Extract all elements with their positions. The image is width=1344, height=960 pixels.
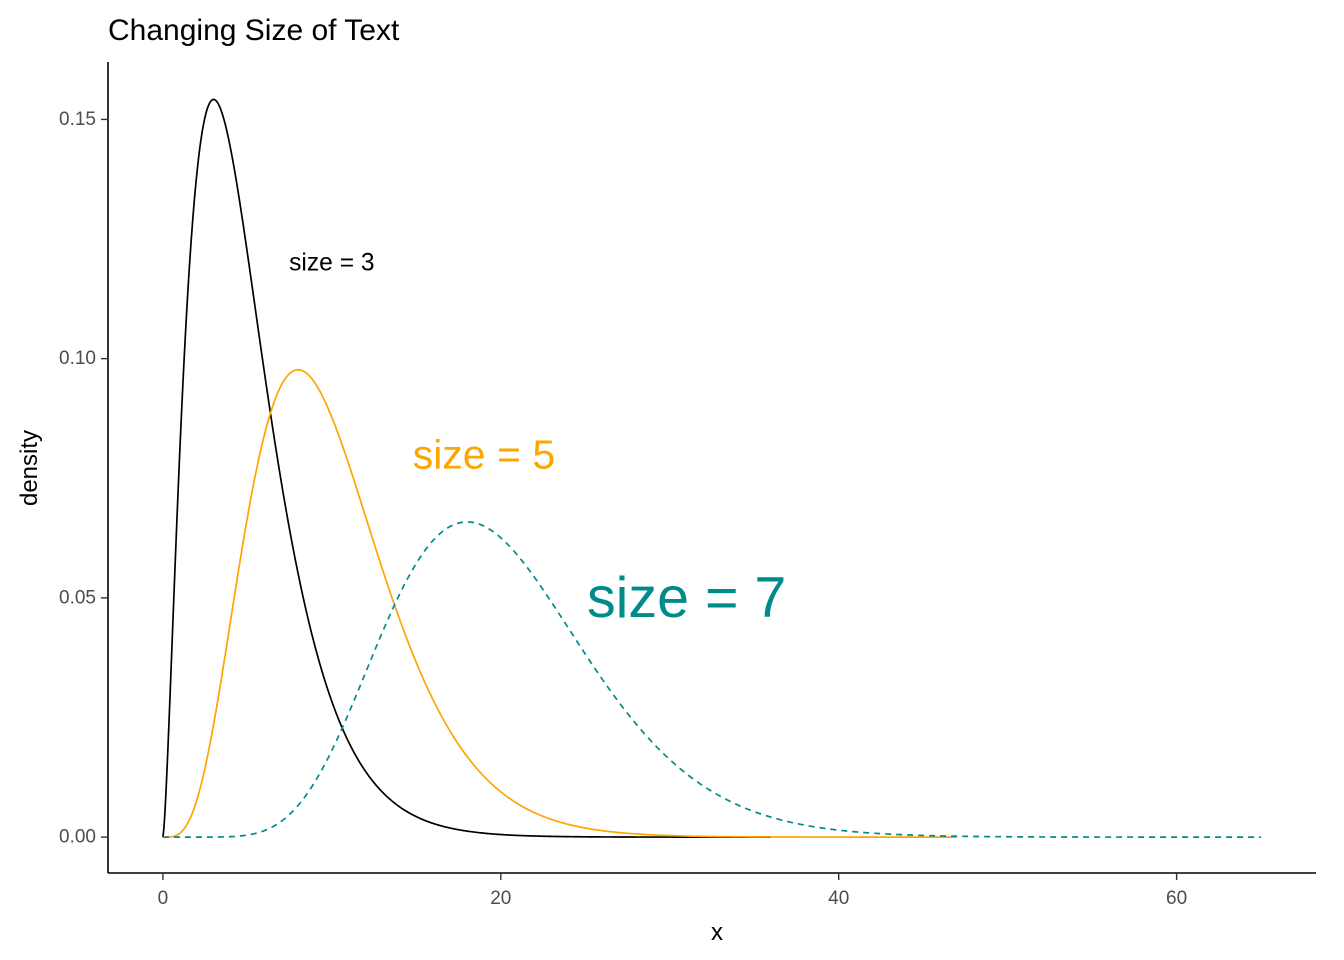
y-tick-label-4: 0.15 — [59, 109, 96, 130]
x-axis-title: x — [711, 919, 723, 946]
series-line-2 — [162, 368, 957, 838]
series-line-3 — [162, 521, 1262, 838]
annotation-1: size = 3 — [289, 249, 374, 276]
y-tick-label-2: 0.05 — [59, 587, 96, 608]
y-axis-title: density — [16, 430, 43, 506]
x-tick-label-1: 0 — [158, 888, 169, 909]
x-tick-label-4: 60 — [1166, 888, 1187, 909]
annotation-3: size = 7 — [587, 566, 786, 630]
series-line-1 — [162, 98, 772, 838]
x-tick-label-2: 20 — [490, 888, 511, 909]
y-tick-label-1: 0.00 — [59, 827, 96, 848]
y-tick-label-3: 0.10 — [59, 348, 96, 369]
annotation-2: size = 5 — [413, 431, 555, 477]
x-tick-label-3: 40 — [828, 888, 849, 909]
plot-area: size = 3 size = 5 size = 7 — [162, 98, 1262, 838]
axis-ticks: 0 20 40 60 0.00 0.05 0.10 0.15 — [59, 109, 1187, 909]
chart-title: Changing Size of Text — [108, 14, 400, 47]
